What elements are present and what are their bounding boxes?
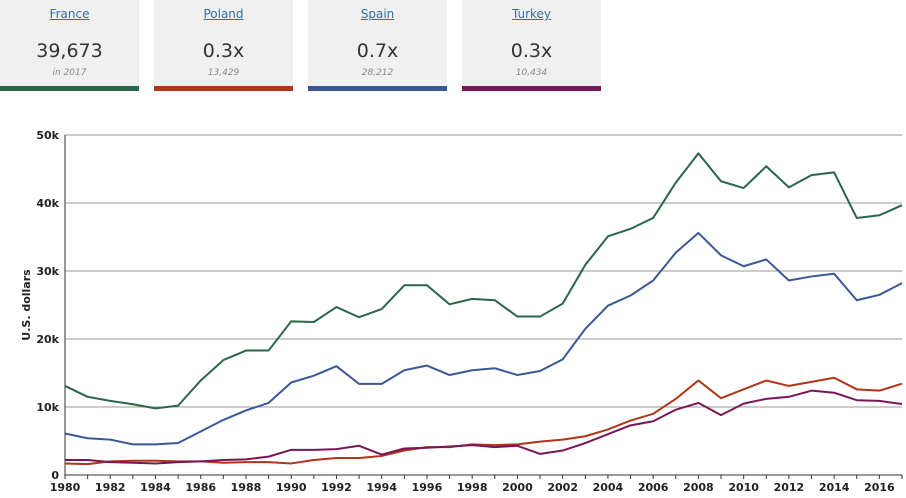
y-tick-label: 50k bbox=[36, 129, 59, 142]
x-tick-label: 2006 bbox=[638, 481, 669, 494]
x-tick-label: 1994 bbox=[366, 481, 397, 494]
card-color-bar bbox=[0, 86, 139, 91]
y-axis-label: U.S. dollars bbox=[20, 269, 33, 341]
card-france[interactable]: France 39,673 in 2017 bbox=[0, 0, 139, 91]
x-tick-label: 2002 bbox=[547, 481, 578, 494]
x-tick-label: 2016 bbox=[864, 481, 895, 494]
x-tick-label: 1990 bbox=[276, 481, 307, 494]
y-tick-label: 0 bbox=[51, 469, 59, 482]
x-tick-label: 1984 bbox=[140, 481, 171, 494]
x-tick-label: 1988 bbox=[231, 481, 262, 494]
x-tick-label: 2000 bbox=[502, 481, 533, 494]
x-tick-label: 1986 bbox=[185, 481, 216, 494]
x-tick-label: 1996 bbox=[412, 481, 443, 494]
card-subtext: 13,429 bbox=[207, 68, 240, 78]
x-tick-label: 2004 bbox=[593, 481, 624, 494]
y-tick-label: 40k bbox=[36, 197, 59, 210]
x-tick-label: 2008 bbox=[683, 481, 714, 494]
card-subtext: 28,212 bbox=[361, 68, 394, 78]
card-country-link[interactable]: Turkey bbox=[511, 7, 552, 21]
card-value: 39,673 bbox=[36, 40, 103, 62]
card-color-bar bbox=[462, 86, 601, 91]
x-tick-label: 1992 bbox=[321, 481, 352, 494]
series-line-spain bbox=[64, 231, 903, 446]
x-tick-label: 2012 bbox=[774, 481, 805, 494]
series-line-france bbox=[64, 152, 903, 410]
card-value: 0.3x bbox=[510, 40, 553, 62]
card-color-bar bbox=[154, 86, 293, 91]
card-subtext: 10,434 bbox=[515, 68, 548, 78]
card-value: 0.7x bbox=[356, 40, 399, 62]
y-tick-label: 30k bbox=[36, 265, 59, 278]
line-chart: 0 10k 20k 30k 40k 50k 1980 1982 1984 1986 1988 1990… bbox=[20, 129, 903, 494]
card-color-bar bbox=[308, 86, 447, 91]
y-tick-label: 10k bbox=[36, 401, 59, 414]
card-subtext: in 2017 bbox=[52, 68, 87, 78]
card-country-link[interactable]: Poland bbox=[203, 7, 244, 21]
x-tick-label: 2010 bbox=[728, 481, 759, 494]
card-spain[interactable]: Spain 0.7x 28,212 bbox=[308, 0, 447, 91]
x-tick-label: 1980 bbox=[50, 481, 81, 494]
x-tick-label: 1982 bbox=[95, 481, 126, 494]
y-tick-label: 20k bbox=[36, 333, 59, 346]
x-tick-label: 2014 bbox=[819, 481, 850, 494]
card-poland[interactable]: Poland 0.3x 13,429 bbox=[154, 0, 293, 91]
card-value: 0.3x bbox=[202, 40, 245, 62]
card-country-link[interactable]: France bbox=[49, 7, 90, 21]
x-tick-label: 1998 bbox=[457, 481, 488, 494]
card-country-link[interactable]: Spain bbox=[360, 7, 395, 21]
series-line-turkey bbox=[65, 389, 903, 465]
card-turkey[interactable]: Turkey 0.3x 10,434 bbox=[462, 0, 601, 91]
